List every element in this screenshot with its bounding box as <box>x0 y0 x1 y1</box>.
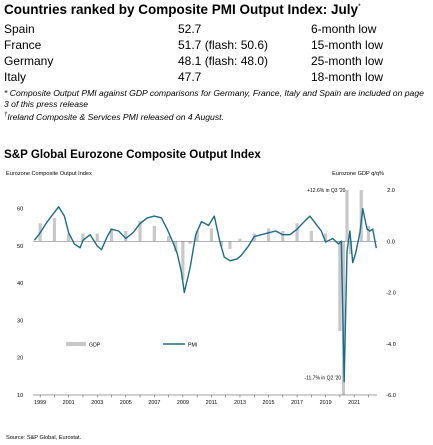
table-row: Spain 52.7 6-month low <box>0 22 433 36</box>
gdp-bar <box>338 241 342 331</box>
footnote-comparisons: * Composite Output PMI against GDP compa… <box>4 88 424 109</box>
gdp-bar <box>348 241 353 255</box>
pmi-value: 52.7 <box>178 22 202 36</box>
title-footnote-mark: * <box>358 3 361 11</box>
right-tick-label: -2.0 <box>386 291 396 297</box>
x-tick-label: 2003 <box>91 400 103 406</box>
country-name: France <box>4 38 42 52</box>
left-tick-label: 20 <box>17 356 23 362</box>
country-name: Italy <box>4 70 27 84</box>
gdp-bar <box>281 231 285 242</box>
gdp-bar <box>345 190 349 242</box>
pmi-gdp-chart: Eurozone Composite Output Index Eurozone… <box>6 171 396 441</box>
chart-legend: GDP PMI <box>66 342 197 349</box>
gdp-bar <box>366 225 371 242</box>
gdp-bar <box>52 218 57 242</box>
footnote-ireland-text: Ireland Composite & Services PMI release… <box>7 111 224 122</box>
ranking-table-title-text: Countries ranked by Composite PMI Output… <box>4 2 359 17</box>
left-axis-label: Eurozone Composite Output Index <box>6 171 92 177</box>
x-tick-label: 1999 <box>34 400 46 406</box>
gdp-bar <box>188 241 192 244</box>
left-tick-label: 50 <box>17 244 23 250</box>
gdp-bar <box>152 225 156 242</box>
chart-title: S&P Global Eurozone Composite Output Ind… <box>4 148 261 161</box>
x-tick-label: 2017 <box>291 400 303 406</box>
gdp-bar <box>67 233 71 242</box>
left-tick-label: 30 <box>17 318 23 324</box>
table-row: Germany 48.1 (flash: 48.0) 25-month low <box>0 54 433 68</box>
gdp-bar <box>195 231 199 242</box>
right-tick-label: -6.0 <box>386 393 396 399</box>
gdp-bar <box>266 228 271 242</box>
gdp-bar <box>95 233 99 242</box>
gdp-bar <box>181 241 185 280</box>
x-tick-label: 2007 <box>148 400 160 406</box>
right-tick-label: 0.0 <box>387 239 395 245</box>
right-axis-ticks: 2.0 0.0 -2.0 -4.0 -6.0 <box>386 188 396 399</box>
gdp-bar <box>228 241 232 249</box>
left-tick-label: 10 <box>17 393 23 399</box>
gdp-bar <box>81 233 85 242</box>
x-tick-label: 2015 <box>263 400 275 406</box>
x-tick-label: 2001 <box>63 400 75 406</box>
pmi-note: 6-month low <box>311 22 377 36</box>
table-footnotes: * Composite Output PMI against GDP compa… <box>4 88 429 123</box>
footnote-ireland: †Ireland Composite & Services PMI releas… <box>4 110 429 123</box>
gdp-bar <box>124 231 128 242</box>
x-tick-label: 2009 <box>177 400 189 406</box>
pmi-series-line <box>33 206 377 383</box>
legend-gdp-label: GDP <box>89 343 101 349</box>
pmi-note: 15-month low <box>311 38 384 52</box>
country-name: Germany <box>4 54 54 68</box>
legend-gdp-swatch <box>66 342 86 346</box>
ranking-table-title: Countries ranked by Composite PMI Output… <box>4 2 361 17</box>
gdp-bar <box>295 223 299 242</box>
gdp-bar <box>238 238 242 242</box>
gdp-peak-annotation: +12.6% in Q3 '20 <box>307 188 346 194</box>
gdp-bars <box>38 190 371 395</box>
gdp-bar <box>309 231 313 242</box>
pmi-note: 25-month low <box>311 54 384 68</box>
right-tick-label: -4.0 <box>386 342 396 348</box>
x-tick-label: 2013 <box>234 400 246 406</box>
left-axis-ticks: 10 20 30 40 50 60 <box>17 207 23 399</box>
country-name: Spain <box>4 22 35 36</box>
right-tick-label: 2.0 <box>387 188 395 194</box>
footnote-dagger: † <box>4 112 8 118</box>
pmi-value: 47.7 <box>178 70 202 84</box>
gdp-trough-annotation: -11.7% in Q2 '20 <box>304 376 341 382</box>
left-tick-label: 40 <box>17 281 23 287</box>
legend-pmi-label: PMI <box>188 343 197 349</box>
pmi-note: 18-month low <box>311 70 384 84</box>
table-row: Italy 47.7 18-month low <box>0 70 433 84</box>
gdp-bar <box>109 228 114 242</box>
gdp-bar <box>167 236 171 242</box>
gdp-bar <box>209 228 214 242</box>
right-axis-label: Eurozone GDP q/q% <box>332 171 384 177</box>
chart-source: Source: S&P Global, Eurostat. <box>6 435 82 441</box>
gdp-bar <box>324 233 328 242</box>
x-ticks: 1999 2001 2003 2005 2007 2009 2011 2013 2015 2017… <box>34 395 369 406</box>
x-tick-label: 2021 <box>348 400 360 406</box>
x-tick-label: 2011 <box>206 400 218 406</box>
pmi-value: 51.7 (flash: 50.6) <box>178 38 269 52</box>
x-tick-label: 2019 <box>320 400 332 406</box>
left-tick-label: 60 <box>17 207 23 213</box>
table-row: France 51.7 (flash: 50.6) 15-month low <box>0 38 433 52</box>
gdp-bar <box>219 241 224 247</box>
pmi-value: 48.1 (flash: 48.0) <box>178 54 269 68</box>
gdp-bar <box>174 241 178 252</box>
gdp-bar <box>138 220 142 242</box>
x-tick-label: 2005 <box>120 400 132 406</box>
